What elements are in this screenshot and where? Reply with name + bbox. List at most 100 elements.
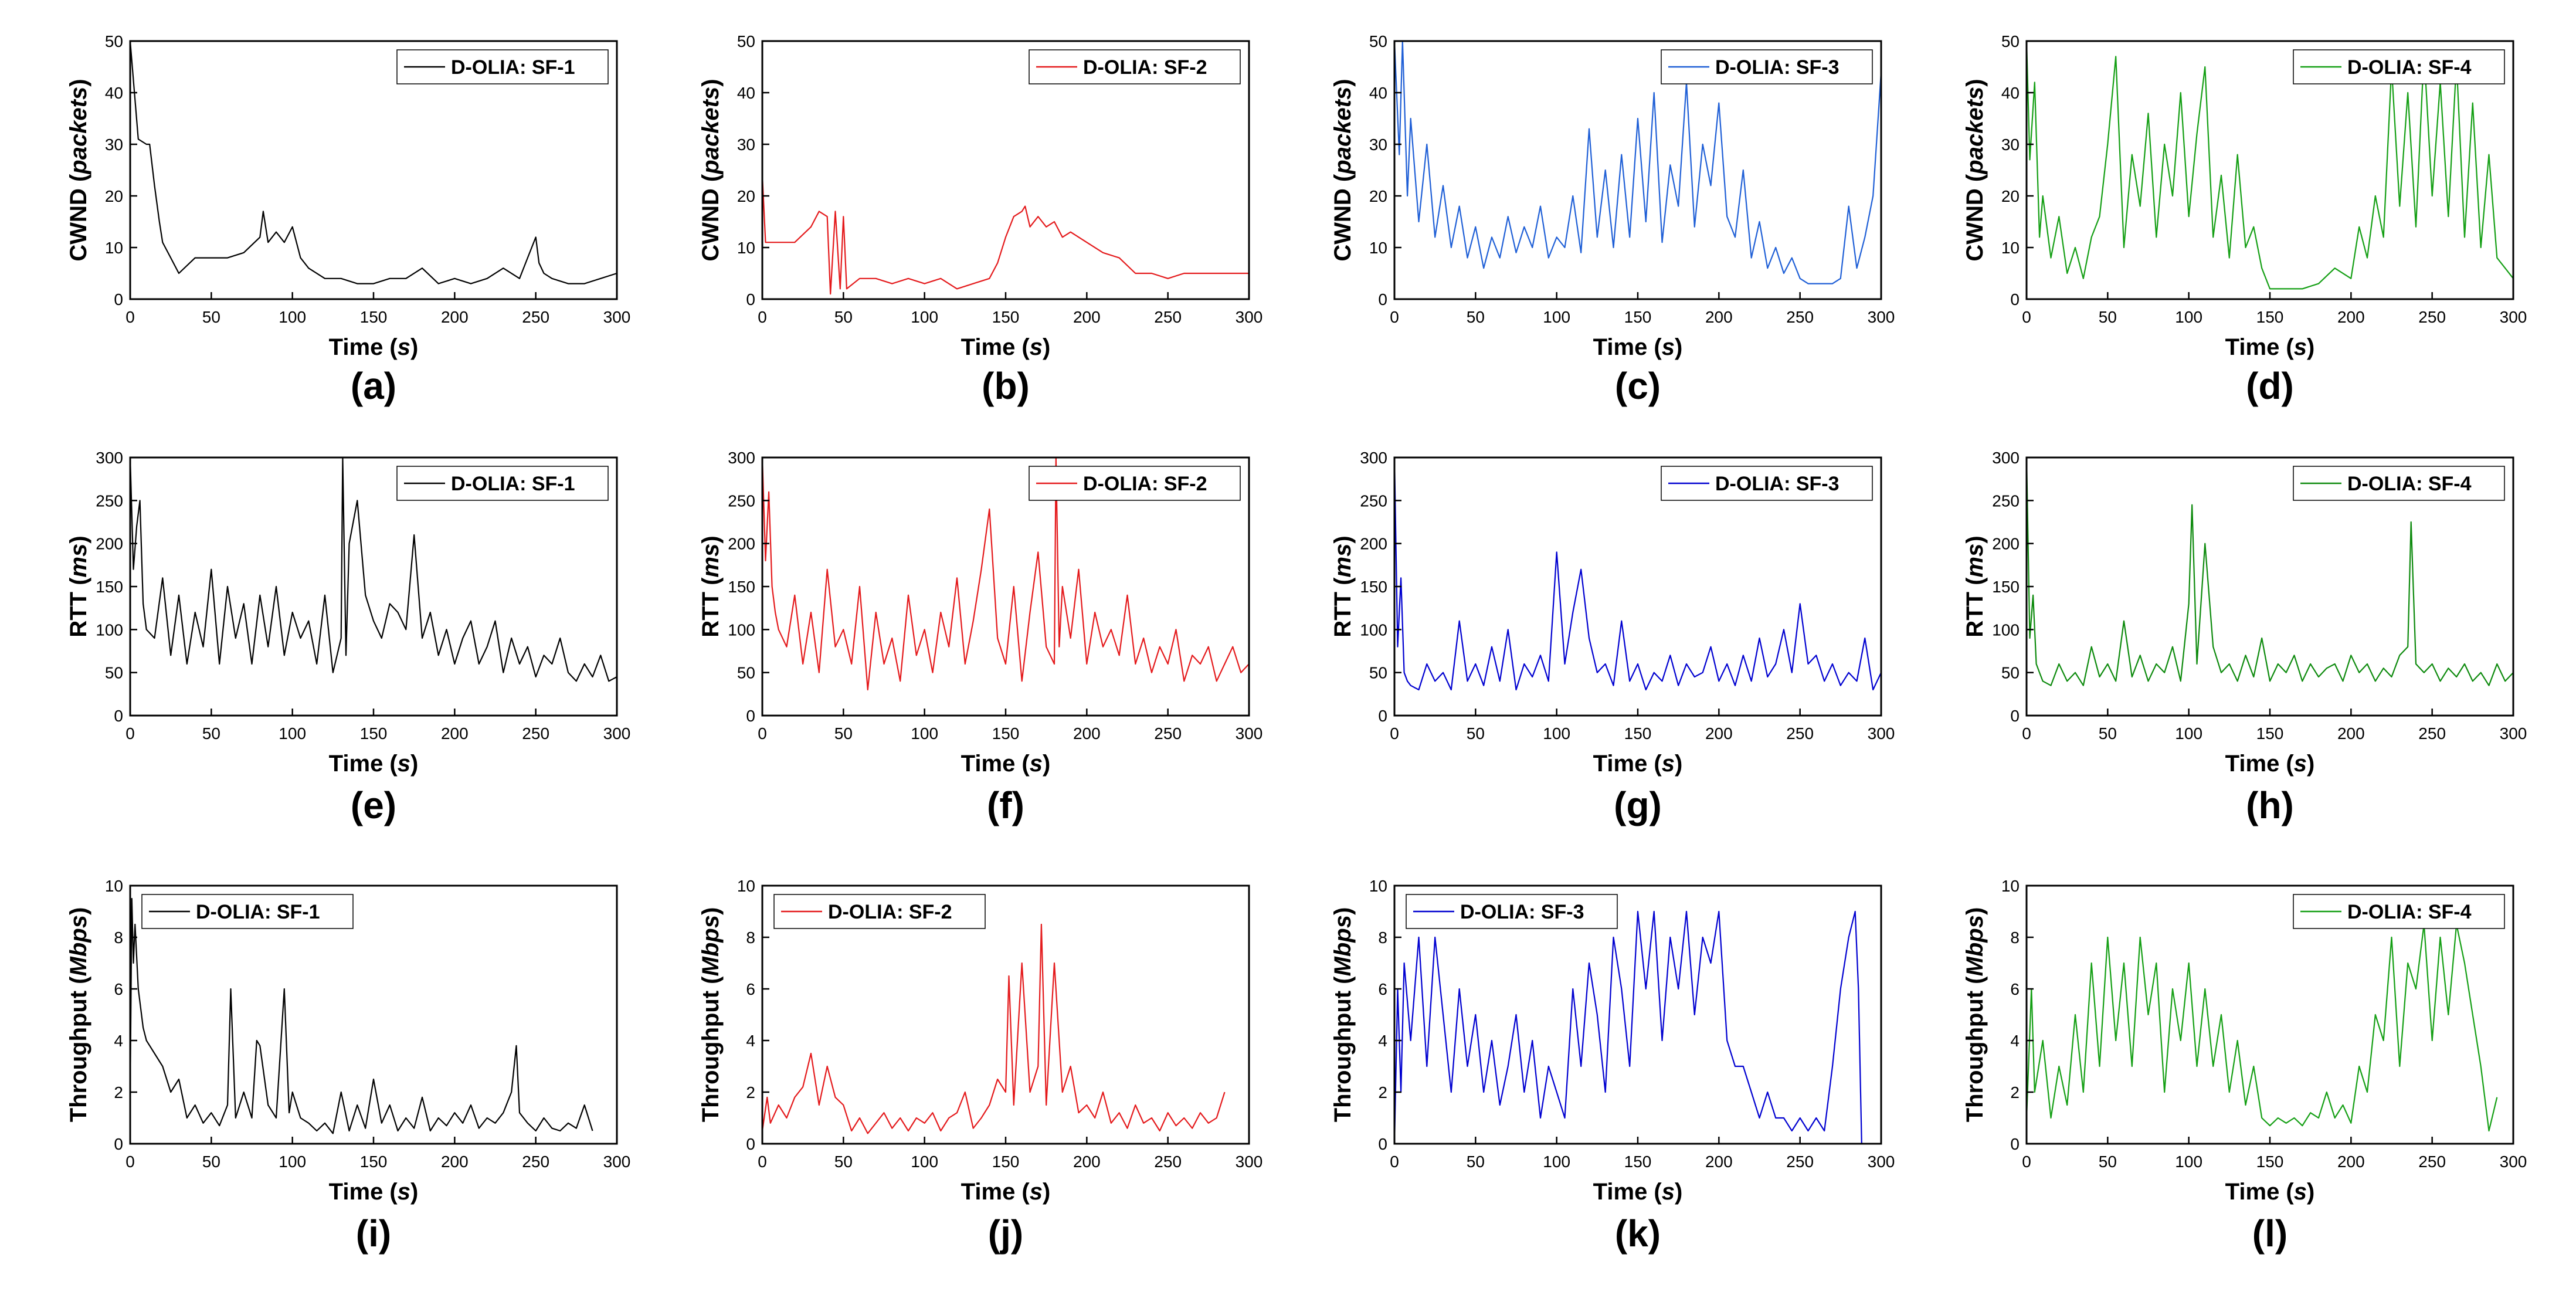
x-axis-label-i: Time (s) xyxy=(329,1179,419,1205)
chart-panel-e: 0 50 100 150 200 250 300 0 50 100 150 200 250 300 Time… xyxy=(66,449,630,826)
x-tick-label-b: 250 xyxy=(1154,308,1182,326)
chart-panel-h: 0 50 100 150 200 250 300 0 50 100 150 200 250 300 Time… xyxy=(1962,449,2527,826)
y-tick-label-g: 50 xyxy=(1369,664,1387,682)
x-tick-label-h: 50 xyxy=(2099,724,2117,743)
y-tick-label-f: 50 xyxy=(737,664,755,682)
y-tick-label-k: 0 xyxy=(1378,1135,1387,1153)
panel-label-b: (b) xyxy=(982,365,1030,407)
x-tick-label-j: 150 xyxy=(992,1153,1020,1171)
x-tick-label-f: 300 xyxy=(1236,724,1263,743)
x-tick-label-d: 100 xyxy=(2175,308,2202,326)
x-axis-label-c: Time (s) xyxy=(1593,334,1683,360)
chart-panel-a: 0 50 100 150 200 250 300 0 10 20 30 40 50 Time (s) CWN… xyxy=(66,32,630,407)
x-tick-label-e: 150 xyxy=(360,724,388,743)
y-tick-label-j: 6 xyxy=(746,980,755,998)
x-tick-label-d: 250 xyxy=(2418,308,2446,326)
y-tick-label-i: 4 xyxy=(114,1032,123,1050)
y-tick-label-c: 10 xyxy=(1369,239,1387,257)
legend-label-i: D-OLIA: SF-1 xyxy=(196,901,320,923)
y-tick-label-b: 10 xyxy=(737,239,755,257)
panel-label-g: (g) xyxy=(1614,784,1662,826)
legend-label-h: D-OLIA: SF-4 xyxy=(2347,473,2472,495)
y-tick-label-c: 20 xyxy=(1369,187,1387,205)
series-line-d xyxy=(2025,40,2514,290)
chart-panel-d: 0 50 100 150 200 250 300 0 10 20 30 40 50 Time (s) CWN… xyxy=(1962,32,2527,407)
x-axis-label-h: Time (s) xyxy=(2225,751,2315,777)
legend-label-l: D-OLIA: SF-4 xyxy=(2347,901,2472,923)
x-tick-label-f: 50 xyxy=(834,724,853,743)
y-tick-label-h: 0 xyxy=(2010,707,2020,725)
chart-panel-f: 0 50 100 150 200 250 300 0 50 100 150 200 250 300 Time… xyxy=(698,449,1262,826)
x-tick-label-a: 200 xyxy=(441,308,469,326)
x-tick-label-d: 300 xyxy=(2500,308,2527,326)
x-tick-label-b: 150 xyxy=(992,308,1020,326)
chart-panel-b: 0 50 100 150 200 250 300 0 10 20 30 40 50 Time (s) CWN… xyxy=(698,32,1262,407)
x-axis-label-a: Time (s) xyxy=(329,334,419,360)
y-tick-label-e: 250 xyxy=(96,492,123,510)
x-tick-label-c: 50 xyxy=(1467,308,1485,326)
y-tick-label-e: 200 xyxy=(96,535,123,553)
y-tick-label-g: 300 xyxy=(1360,449,1387,467)
x-tick-label-l: 300 xyxy=(2500,1153,2527,1171)
x-tick-label-d: 150 xyxy=(2256,308,2284,326)
y-tick-label-a: 50 xyxy=(105,32,123,50)
x-tick-label-j: 300 xyxy=(1236,1153,1263,1171)
panel-label-l: (l) xyxy=(2252,1212,2287,1255)
x-tick-label-c: 150 xyxy=(1624,308,1652,326)
x-tick-label-c: 300 xyxy=(1868,308,1895,326)
legend-label-a: D-OLIA: SF-1 xyxy=(451,56,575,79)
y-tick-label-b: 0 xyxy=(746,290,755,309)
y-tick-label-g: 200 xyxy=(1360,535,1387,553)
x-tick-label-l: 0 xyxy=(2022,1153,2031,1171)
legend-label-j: D-OLIA: SF-2 xyxy=(828,901,952,923)
x-tick-label-j: 250 xyxy=(1154,1153,1182,1171)
x-axis-label-j: Time (s) xyxy=(961,1179,1051,1205)
x-tick-label-g: 100 xyxy=(1543,724,1570,743)
chart-panel-l: 0 50 100 150 200 250 300 0 2 4 6 8 10 Time (s) Through… xyxy=(1962,877,2527,1255)
x-tick-label-g: 250 xyxy=(1786,724,1814,743)
x-tick-label-g: 200 xyxy=(1705,724,1733,743)
y-tick-label-e: 150 xyxy=(96,578,123,596)
x-tick-label-f: 250 xyxy=(1154,724,1182,743)
y-tick-label-i: 10 xyxy=(105,877,123,895)
chart-panel-i: 0 50 100 150 200 250 300 0 2 4 6 8 10 Time (s) Through… xyxy=(66,877,630,1255)
x-tick-label-g: 150 xyxy=(1624,724,1652,743)
legend-label-c: D-OLIA: SF-3 xyxy=(1715,56,1839,79)
x-tick-label-g: 300 xyxy=(1868,724,1895,743)
series-line-c xyxy=(1393,40,1882,284)
y-tick-label-c: 40 xyxy=(1369,84,1387,102)
x-tick-label-i: 200 xyxy=(441,1153,469,1171)
series-line-j xyxy=(761,923,1226,1134)
y-axis-label-k: Throughput (Mbps) xyxy=(1330,907,1356,1123)
y-axis-label-a: CWND (packets) xyxy=(66,79,91,261)
series-line-b xyxy=(761,175,1249,295)
y-tick-label-g: 250 xyxy=(1360,492,1387,510)
y-tick-label-b: 40 xyxy=(737,84,755,102)
x-tick-label-j: 50 xyxy=(834,1153,853,1171)
y-axis-label-i: Throughput (Mbps) xyxy=(66,907,91,1123)
series-line-f xyxy=(761,456,1250,691)
x-tick-label-a: 0 xyxy=(125,308,135,326)
x-tick-label-k: 100 xyxy=(1543,1153,1570,1171)
x-tick-label-j: 0 xyxy=(758,1153,767,1171)
x-tick-label-a: 150 xyxy=(360,308,388,326)
y-axis-label-c: CWND (packets) xyxy=(1330,79,1356,261)
x-tick-label-d: 0 xyxy=(2022,308,2031,326)
x-tick-label-g: 50 xyxy=(1467,724,1485,743)
x-tick-label-c: 250 xyxy=(1786,308,1814,326)
y-tick-label-l: 8 xyxy=(2010,928,2020,947)
chart-panel-k: 0 50 100 150 200 250 300 0 2 4 6 8 10 Time (s) Through… xyxy=(1330,877,1895,1255)
x-tick-label-i: 250 xyxy=(522,1153,549,1171)
y-tick-label-g: 100 xyxy=(1360,621,1387,639)
x-tick-label-h: 100 xyxy=(2175,724,2202,743)
series-line-i xyxy=(129,897,593,1134)
y-tick-label-c: 0 xyxy=(1378,290,1387,309)
series-line-h xyxy=(2025,457,2514,686)
y-tick-label-b: 20 xyxy=(737,187,755,205)
legend-label-k: D-OLIA: SF-3 xyxy=(1460,901,1584,923)
x-axis-label-f: Time (s) xyxy=(961,751,1051,777)
panel-label-i: (i) xyxy=(356,1212,391,1255)
x-tick-label-a: 300 xyxy=(603,308,631,326)
x-tick-label-k: 300 xyxy=(1868,1153,1895,1171)
